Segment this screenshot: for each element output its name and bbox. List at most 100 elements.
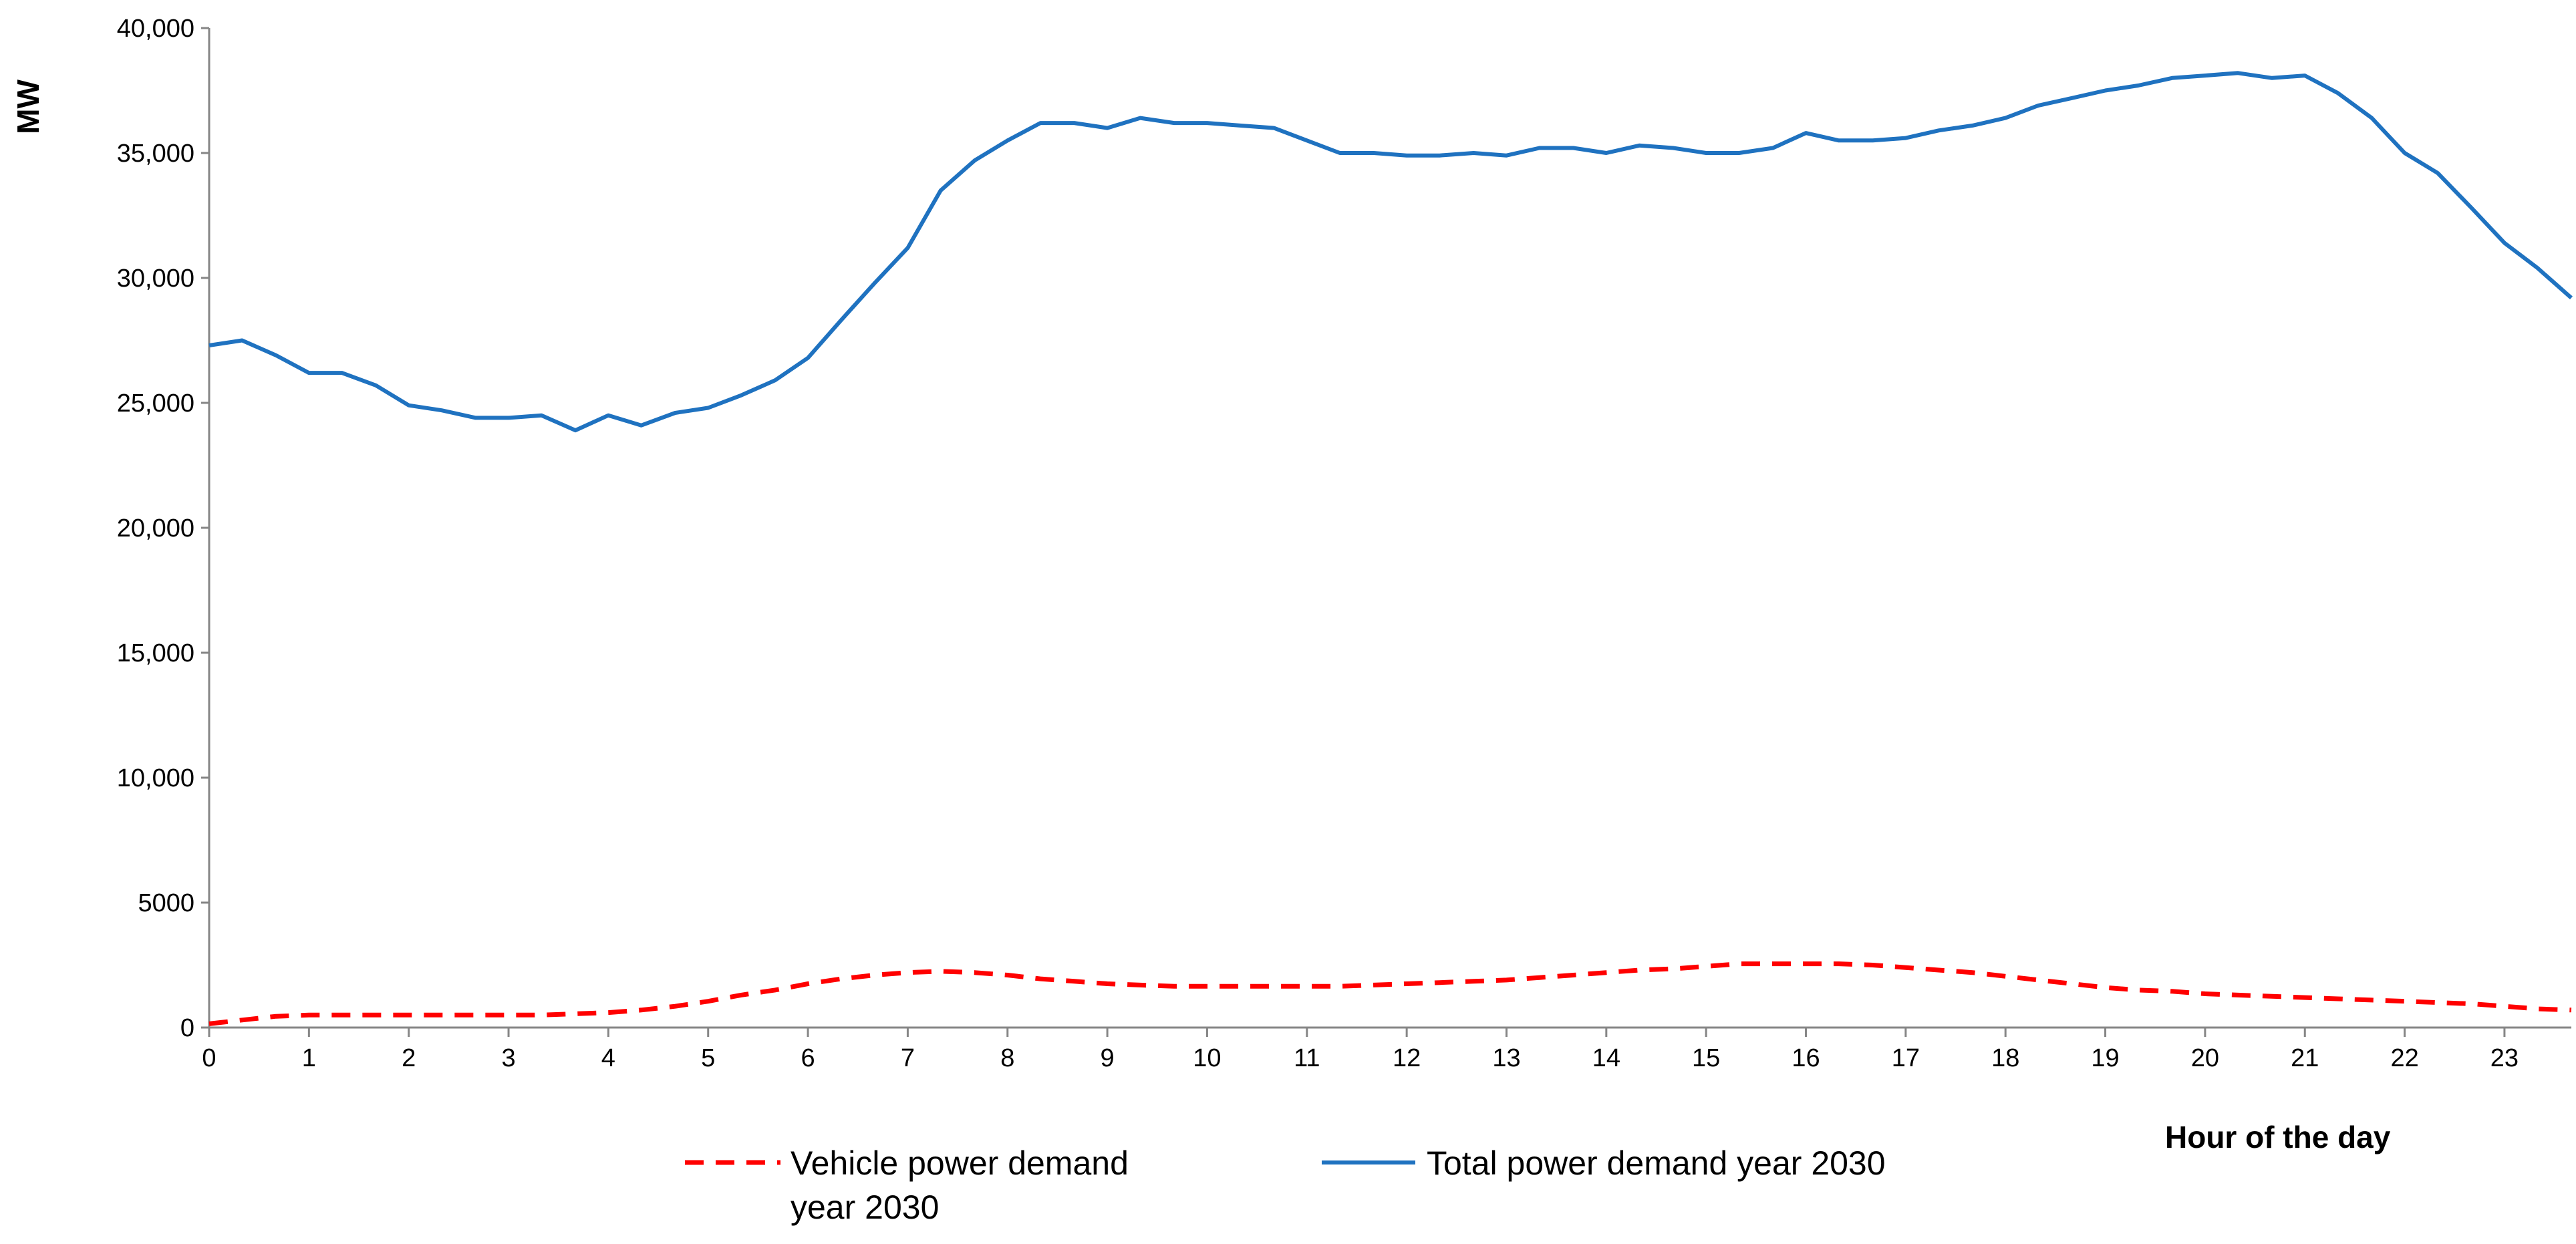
x-tick-label: 21	[2291, 1044, 2319, 1072]
vehicle-demand-point	[808, 983, 809, 984]
total-demand-point	[2271, 77, 2272, 78]
series-layer	[208, 71, 2573, 1026]
vehicle-demand-point	[2005, 976, 2006, 977]
x-tick-label: 23	[2490, 1044, 2519, 1072]
x-tick-label: 10	[1193, 1044, 1221, 1072]
total-demand-point	[541, 415, 542, 416]
total-demand-point	[675, 412, 676, 413]
y-axis: 0 5000 10,000 15,000 20,000 25,000 30,000 35,00…	[117, 15, 210, 1042]
vehicle-demand-point	[341, 1015, 342, 1016]
total-demand-point	[575, 430, 576, 431]
x-tick-label: 5	[701, 1044, 715, 1072]
vehicle-demand-point	[2271, 996, 2272, 997]
total-demand-point	[242, 340, 243, 341]
vehicle-demand-point	[1838, 963, 1839, 964]
y-ticks: 0 5000 10,000 15,000 20,000 25,000 30,000 35,00…	[117, 15, 209, 1042]
vehicle-demand-point	[2105, 987, 2106, 988]
vehicle-demand-point	[2571, 1009, 2572, 1010]
y-tick-label: 35,000	[117, 140, 194, 168]
vehicle-demand-point	[1905, 967, 1906, 968]
vehicle-demand-point	[1506, 979, 1507, 980]
series-line-vehicle-demand	[208, 961, 2572, 1026]
y-tick-label: 10,000	[117, 764, 194, 792]
x-tick-label: 22	[2390, 1044, 2418, 1072]
total-demand-point	[1439, 155, 1440, 156]
vehicle-demand-point	[1706, 966, 1707, 967]
total-demand-point	[2038, 105, 2039, 106]
vehicle-demand-point	[276, 1016, 277, 1017]
total-demand-point	[2337, 93, 2338, 94]
total-demand-point	[907, 248, 908, 249]
total-demand-point	[1972, 125, 1973, 126]
total-demand-point	[408, 405, 409, 406]
vehicle-demand-point	[907, 972, 908, 973]
x-tick-label: 6	[801, 1044, 815, 1072]
y-tick-label: 20,000	[117, 514, 194, 542]
x-tick-label: 1	[302, 1044, 316, 1072]
x-tick-label: 16	[1792, 1044, 1820, 1072]
vehicle-demand-point	[1306, 986, 1307, 987]
x-tick-label: 8	[1000, 1044, 1014, 1072]
y-tick-label: 0	[180, 1014, 194, 1042]
vehicle-demand-point	[2337, 998, 2338, 999]
x-tick-label: 18	[1991, 1044, 2019, 1072]
vehicle-demand-point	[1972, 972, 1973, 973]
vehicle-demand-point	[2204, 993, 2205, 994]
x-ticks: 0 1 2 3 4 5 6 7 8 9 10 11 12 13 14 15 16 17 18 19 20 21 22 23	[202, 1028, 2519, 1072]
x-tick-label: 15	[1692, 1044, 1720, 1072]
x-tick-label: 2	[402, 1044, 416, 1072]
total-demand-point	[2204, 75, 2205, 76]
vehicle-demand-point	[974, 972, 975, 973]
total-demand-point	[1473, 153, 1474, 154]
legend-item-vehicle-demand: Vehicle power demand year 2030	[685, 1144, 1129, 1226]
total-demand-point	[774, 380, 775, 381]
total-demand-point	[1174, 123, 1175, 124]
y-tick-label: 40,000	[117, 15, 194, 43]
vehicle-demand-point	[475, 1015, 476, 1016]
legend: Vehicle power demand year 2030 Total powe…	[685, 1144, 1886, 1226]
vehicle-demand-point	[1539, 977, 1540, 978]
y-tick-label: 5000	[138, 889, 194, 917]
total-demand-point	[441, 410, 442, 411]
vehicle-demand-point	[2537, 1008, 2538, 1009]
vehicle-demand-point	[441, 1015, 442, 1016]
total-demand-point	[2437, 172, 2438, 173]
total-demand-point	[1872, 140, 1873, 141]
x-tick-label: 11	[1294, 1044, 1320, 1072]
y-tick-label: 15,000	[117, 639, 194, 667]
total-demand-point	[1373, 153, 1374, 154]
total-demand-point	[2105, 90, 2106, 91]
x-tick-label: 9	[1101, 1044, 1115, 1072]
total-demand-point	[940, 190, 941, 191]
legend-label-vehicle-demand: Vehicle power demand year 2030	[791, 1144, 1129, 1226]
total-demand-point	[1007, 140, 1008, 141]
x-axis-title: Hour of the day	[2165, 1120, 2391, 1154]
series-line-total-demand	[208, 71, 2573, 433]
total-demand-point	[2571, 297, 2572, 298]
vehicle-demand-point	[2038, 979, 2039, 980]
total-demand-point	[741, 395, 742, 396]
y-tick-label: 30,000	[117, 265, 194, 293]
total-demand-point	[808, 357, 809, 358]
x-tick-label: 0	[202, 1044, 216, 1072]
x-tick-label: 20	[2191, 1044, 2219, 1072]
vehicle-demand-point	[541, 1015, 542, 1016]
x-tick-label: 7	[901, 1044, 915, 1072]
vehicle-demand-point	[774, 989, 775, 990]
y-axis-title: MW	[11, 80, 45, 134]
x-tick-label: 14	[1592, 1044, 1620, 1072]
total-demand-point	[1706, 153, 1707, 154]
vehicle-demand-point	[675, 1006, 676, 1007]
total-demand-point	[1074, 123, 1075, 124]
total-demand-point	[2404, 153, 2405, 154]
vehicle-demand-point	[2504, 1006, 2505, 1007]
vehicle-demand-point	[608, 1012, 609, 1013]
x-tick-label: 3	[501, 1044, 515, 1072]
total-demand-point	[608, 415, 609, 416]
total-demand-point	[1306, 140, 1307, 141]
total-demand-point	[1040, 123, 1041, 124]
legend-label-total-demand: Total power demand year 2030	[1427, 1144, 1886, 1182]
total-demand-point	[2537, 268, 2538, 269]
legend-item-total-demand: Total power demand year 2030	[1322, 1144, 1886, 1182]
